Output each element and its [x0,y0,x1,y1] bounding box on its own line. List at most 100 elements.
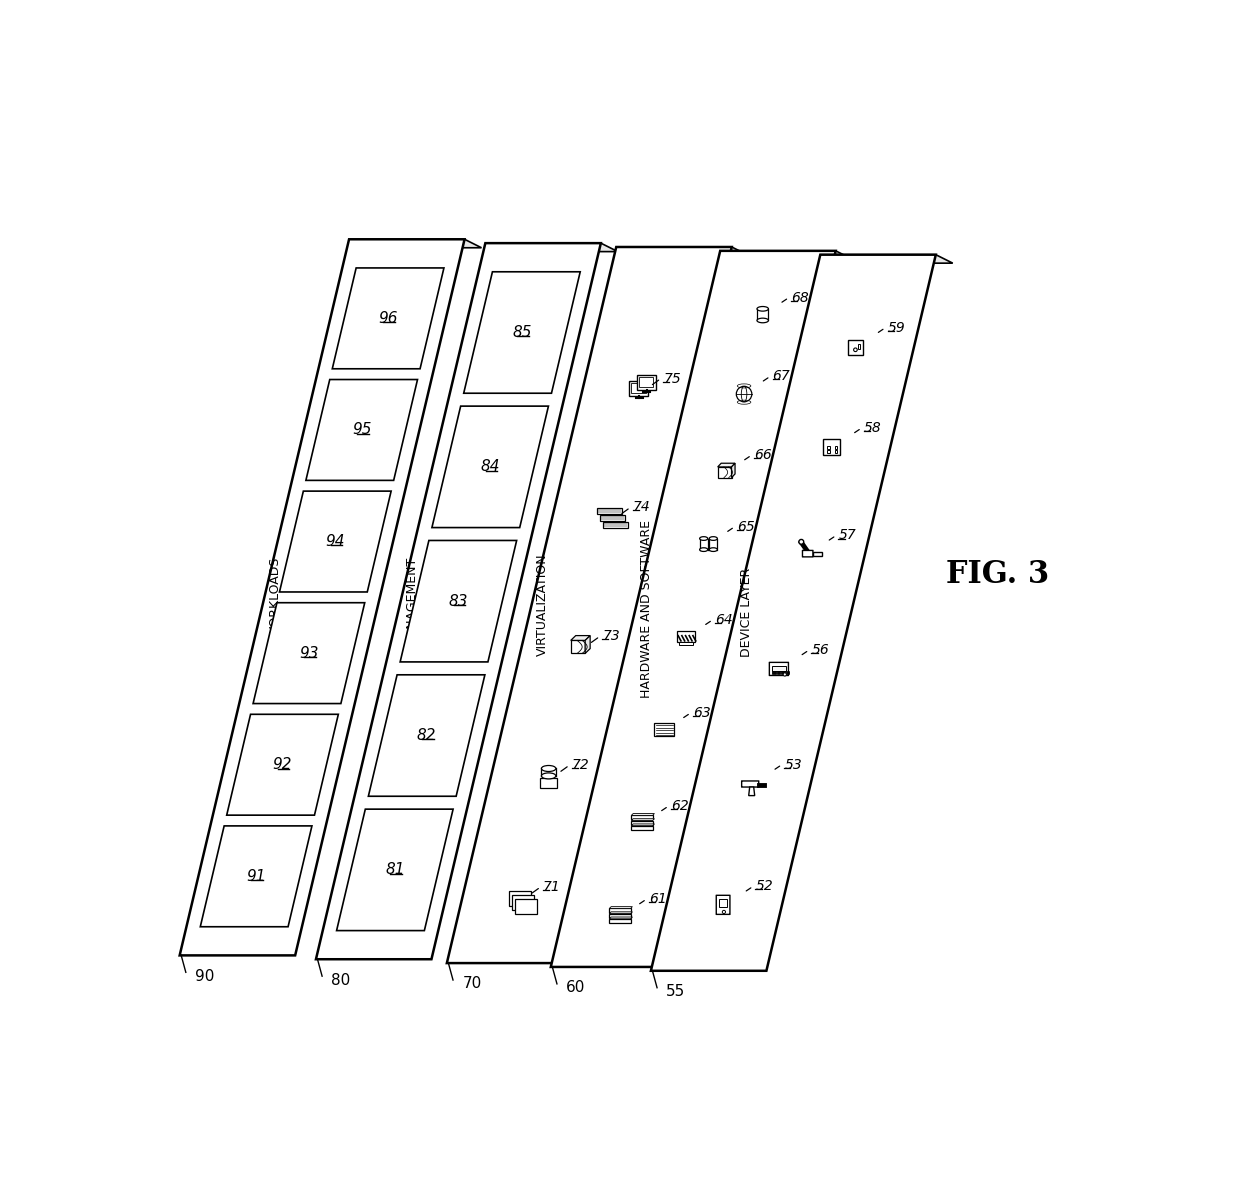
Text: 58: 58 [864,421,882,435]
Text: 61: 61 [649,892,667,906]
Polygon shape [368,675,485,796]
Text: 70: 70 [463,976,481,992]
Ellipse shape [699,548,708,552]
Ellipse shape [542,765,556,771]
Polygon shape [631,824,655,826]
Text: 63: 63 [693,706,711,720]
Polygon shape [180,240,465,956]
Bar [570,640,585,653]
Bar [677,631,696,642]
Text: 80: 80 [331,973,351,987]
Polygon shape [718,464,735,467]
Bar [636,375,656,390]
Text: 57: 57 [838,528,857,542]
Text: 92: 92 [273,757,293,772]
Text: 55: 55 [666,985,686,999]
Polygon shape [336,809,453,931]
FancyBboxPatch shape [742,781,759,787]
Text: 67: 67 [773,370,790,384]
Bar [639,378,653,387]
Text: 71: 71 [543,880,560,894]
Text: WORKLOADS: WORKLOADS [269,557,281,638]
Text: 81: 81 [386,862,404,877]
Circle shape [737,386,751,402]
Bar [655,722,673,737]
Polygon shape [253,603,365,703]
Polygon shape [316,243,601,960]
Bar [680,642,693,646]
Polygon shape [609,912,632,914]
Text: 65: 65 [737,520,755,534]
Bar [835,446,837,448]
Bar [631,826,652,830]
Bar [827,451,830,453]
Text: 96: 96 [378,311,398,325]
Bar [718,467,732,478]
Text: DEVICE LAYER: DEVICE LAYER [740,569,753,657]
Text: 74: 74 [632,501,651,515]
Text: 62: 62 [671,799,688,813]
Text: 82: 82 [417,728,436,743]
Polygon shape [551,250,836,967]
Text: 91: 91 [247,869,265,883]
Bar [609,919,631,923]
Text: 85: 85 [512,325,532,340]
Polygon shape [749,787,755,795]
Circle shape [784,672,786,676]
Ellipse shape [699,536,708,540]
Bar [609,908,631,913]
Polygon shape [651,255,936,970]
FancyBboxPatch shape [769,663,789,676]
Bar [631,815,652,819]
Circle shape [853,348,857,352]
Text: VIRTUALIZATION: VIRTUALIZATION [536,554,549,657]
Ellipse shape [709,536,718,540]
Bar [629,381,649,396]
Bar [631,384,646,393]
Text: 64: 64 [715,613,733,627]
Polygon shape [616,247,749,255]
Polygon shape [609,907,632,908]
Polygon shape [609,917,632,919]
Bar [827,446,830,448]
Bar [813,552,822,557]
Text: 95: 95 [352,422,372,437]
Polygon shape [464,272,580,393]
Polygon shape [279,491,391,592]
Polygon shape [585,635,590,653]
Text: 94: 94 [326,534,345,550]
Text: 66: 66 [754,448,771,462]
Bar [858,344,861,348]
Bar [600,515,625,521]
Bar [609,914,631,918]
Polygon shape [732,464,735,478]
Polygon shape [332,268,444,368]
Text: 60: 60 [567,980,585,995]
Bar [515,899,537,914]
Ellipse shape [756,306,769,311]
Text: 90: 90 [195,969,215,983]
Polygon shape [720,250,853,260]
FancyBboxPatch shape [717,895,730,914]
Polygon shape [432,406,548,528]
Text: 93: 93 [299,646,319,660]
Polygon shape [570,635,590,640]
Ellipse shape [542,772,556,778]
Text: 56: 56 [811,642,830,657]
Text: HARDWARE AND SOFTWARE: HARDWARE AND SOFTWARE [640,520,652,697]
Text: 52: 52 [755,880,774,893]
Text: 53: 53 [784,758,802,771]
Text: 75: 75 [663,372,681,385]
Bar [823,439,841,455]
Text: FIG. 3: FIG. 3 [946,559,1049,590]
Bar [596,508,621,514]
Circle shape [799,540,804,545]
Text: 83: 83 [449,594,469,609]
Text: 59: 59 [888,321,905,335]
Text: MANAGEMENT: MANAGEMENT [405,555,418,646]
Polygon shape [350,240,481,248]
Bar [512,895,534,909]
Polygon shape [485,243,618,252]
Polygon shape [631,819,655,820]
Text: 73: 73 [603,629,620,644]
